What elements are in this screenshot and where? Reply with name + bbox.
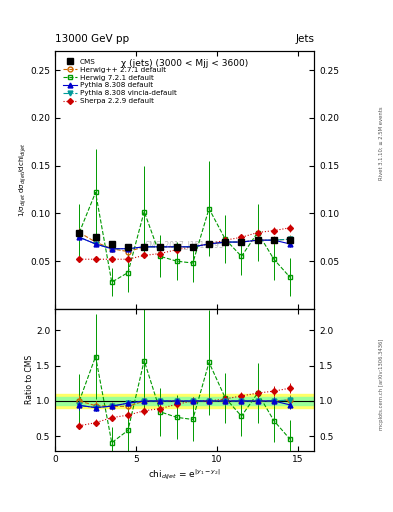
- Text: χ (jets) (3000 < Mjj < 3600): χ (jets) (3000 < Mjj < 3600): [121, 59, 248, 68]
- Bar: [55, 397, 314, 404]
- Text: CMS_2017_I1519995: CMS_2017_I1519995: [145, 240, 224, 249]
- Legend: CMS, Herwig++ 2.7.1 default, Herwig 7.2.1 default, Pythia 8.308 default, Pythia : CMS, Herwig++ 2.7.1 default, Herwig 7.2.…: [61, 57, 178, 105]
- X-axis label: chi$_{dijet}$ = e$^{|y_1-y_2|}$: chi$_{dijet}$ = e$^{|y_1-y_2|}$: [148, 467, 221, 482]
- Text: 13000 GeV pp: 13000 GeV pp: [55, 33, 129, 44]
- Bar: [55, 394, 314, 408]
- Text: Rivet 3.1.10; ≥ 2.5M events: Rivet 3.1.10; ≥ 2.5M events: [379, 106, 384, 180]
- Text: Jets: Jets: [296, 33, 314, 44]
- Y-axis label: 1/σ$_{dijet}$ dσ$_{dijet}$/dchi$_{dijet}$: 1/σ$_{dijet}$ dσ$_{dijet}$/dchi$_{dijet}…: [17, 143, 29, 217]
- Text: mcplots.cern.ch [arXiv:1306.3436]: mcplots.cern.ch [arXiv:1306.3436]: [379, 338, 384, 430]
- Y-axis label: Ratio to CMS: Ratio to CMS: [26, 355, 35, 404]
